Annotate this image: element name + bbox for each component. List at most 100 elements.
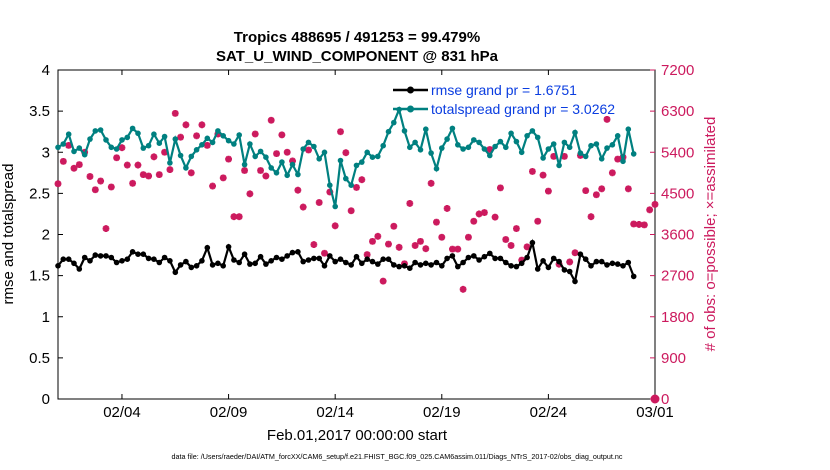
obs-assimilated-point bbox=[529, 168, 536, 175]
y2-tick-label: 4500 bbox=[661, 185, 694, 202]
rmse-point bbox=[81, 254, 88, 261]
obs-assimilated-point bbox=[534, 217, 542, 225]
obs-assimilated-point bbox=[59, 157, 67, 165]
totalspread-point bbox=[273, 170, 280, 176]
obs-assimilated-point bbox=[406, 200, 414, 207]
rmse-point bbox=[508, 263, 514, 269]
totalspread-point bbox=[545, 146, 552, 152]
obs-assimilated-point bbox=[374, 232, 382, 240]
totalspread-point bbox=[423, 126, 429, 132]
obs-assimilated-point bbox=[139, 171, 147, 179]
totalspread-point bbox=[140, 145, 147, 151]
obs-assimilated-point bbox=[86, 173, 94, 180]
rmse-point bbox=[455, 263, 461, 270]
obs-assimilated-point bbox=[219, 174, 227, 182]
rmse-point bbox=[113, 259, 120, 266]
obs-assimilated-point bbox=[193, 132, 200, 140]
obs-assimilated-point bbox=[129, 179, 137, 187]
obs-assimilated-point bbox=[608, 169, 616, 177]
rmse-point bbox=[55, 263, 61, 269]
totalspread-point bbox=[295, 171, 301, 178]
rmse-point bbox=[524, 254, 530, 261]
obs-assimilated-point bbox=[592, 191, 600, 199]
rmse-point bbox=[257, 253, 264, 260]
rmse-point bbox=[423, 260, 429, 267]
rmse-point bbox=[268, 258, 275, 264]
obs-assimilated-point bbox=[337, 128, 344, 136]
obs-assimilated-point bbox=[443, 205, 451, 212]
totalspread-point bbox=[577, 150, 584, 156]
rmse-point bbox=[305, 257, 312, 263]
y-tick-label: 2.5 bbox=[29, 185, 50, 202]
totalspread-point bbox=[119, 137, 125, 143]
obs-assimilated-point bbox=[289, 157, 296, 165]
totalspread-point bbox=[343, 175, 349, 182]
rmse-point bbox=[92, 252, 99, 258]
totalspread-point bbox=[225, 137, 232, 144]
totalspread-point bbox=[327, 182, 333, 188]
totalspread-point bbox=[87, 136, 93, 142]
rmse-point bbox=[630, 273, 637, 280]
obs-assimilated-point bbox=[385, 240, 392, 248]
totalspread-point bbox=[630, 151, 637, 157]
obs-assimilated-point bbox=[379, 277, 387, 285]
obs-assimilated-point bbox=[518, 256, 526, 264]
totalspread-point bbox=[199, 142, 205, 148]
totalspread-point bbox=[337, 157, 344, 164]
obs-assimilated-point bbox=[417, 237, 424, 245]
obs-assimilated-point bbox=[91, 186, 99, 194]
rmse-point bbox=[337, 256, 344, 263]
totalspread-point bbox=[556, 162, 562, 169]
rmse-point bbox=[332, 258, 339, 265]
totalspread-point bbox=[471, 137, 477, 143]
rmse-point bbox=[401, 263, 408, 269]
obs-assimilated-point bbox=[294, 186, 302, 194]
rmse-point bbox=[582, 256, 589, 263]
obs-assimilated-point bbox=[113, 154, 121, 162]
totalspread-point bbox=[513, 138, 520, 145]
obs-assimilated-point bbox=[347, 207, 355, 215]
totalspread-point bbox=[412, 139, 418, 146]
obs-assimilated-point bbox=[251, 130, 259, 138]
y2-axis-label: # of obs: o=possible; ×=assimilated bbox=[702, 117, 719, 352]
rmse-point bbox=[76, 266, 83, 272]
rmse-point bbox=[428, 262, 434, 268]
x-tick-label: 03/01 bbox=[636, 404, 674, 421]
obs-assimilated-point bbox=[486, 146, 494, 153]
obs-possible-point bbox=[650, 394, 660, 404]
rmse-point bbox=[391, 262, 397, 268]
totalspread-point bbox=[348, 182, 355, 188]
rmse-point bbox=[444, 255, 450, 262]
rmse-point bbox=[364, 256, 371, 263]
totalspread-point bbox=[124, 134, 131, 141]
totalspread-point bbox=[385, 128, 392, 135]
rmse-point bbox=[263, 261, 269, 267]
totalspread-point bbox=[428, 150, 434, 156]
obs-assimilated-point bbox=[235, 213, 243, 221]
rmse-point bbox=[513, 263, 520, 270]
legend-label-totalspread: totalspread grand pr = 3.0262 bbox=[431, 101, 615, 117]
obs-assimilated-point bbox=[640, 221, 648, 229]
obs-assimilated-point bbox=[203, 141, 211, 149]
totalspread-point bbox=[188, 153, 195, 160]
obs-assimilated-point bbox=[454, 245, 462, 253]
y-tick-label: 1.5 bbox=[29, 268, 50, 285]
x-tick-label: 02/24 bbox=[530, 404, 568, 421]
totalspread-point bbox=[444, 136, 450, 142]
rmse-point bbox=[369, 258, 376, 265]
totalspread-point bbox=[540, 155, 546, 161]
rmse-point bbox=[71, 260, 77, 267]
rmse-point bbox=[412, 259, 418, 266]
obs-assimilated-point bbox=[209, 182, 216, 190]
rmse-point bbox=[231, 257, 237, 263]
rmse-point bbox=[241, 251, 248, 257]
rmse-point bbox=[353, 253, 360, 260]
y2-tick-label: 7200 bbox=[661, 62, 694, 79]
y-tick-label: 0.5 bbox=[29, 350, 50, 367]
totalspread-point bbox=[247, 141, 253, 147]
y2-tick-label: 6300 bbox=[661, 103, 694, 120]
totalspread-point bbox=[481, 146, 488, 152]
rmse-point bbox=[588, 263, 594, 269]
totalspread-point bbox=[439, 145, 445, 151]
